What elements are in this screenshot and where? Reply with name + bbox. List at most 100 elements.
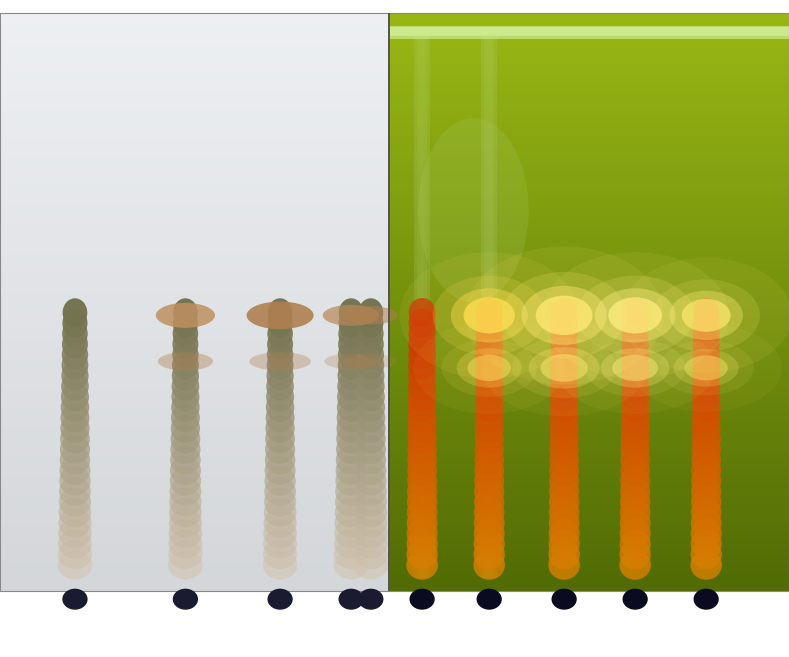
Bar: [0, 466, 389, 476]
Bar: [389, 555, 789, 562]
Ellipse shape: [576, 276, 694, 355]
Ellipse shape: [413, 322, 565, 414]
Bar: [389, 497, 789, 505]
Ellipse shape: [548, 551, 580, 579]
Ellipse shape: [548, 530, 580, 558]
Ellipse shape: [540, 354, 588, 382]
Ellipse shape: [619, 530, 651, 558]
Bar: [0, 52, 389, 61]
Bar: [389, 317, 789, 324]
Ellipse shape: [550, 403, 578, 432]
Bar: [0, 486, 389, 495]
Bar: [0, 187, 389, 196]
Ellipse shape: [622, 319, 649, 348]
Ellipse shape: [692, 382, 720, 411]
Bar: [0, 196, 389, 206]
Ellipse shape: [473, 519, 505, 548]
Ellipse shape: [246, 302, 313, 329]
Circle shape: [358, 589, 383, 610]
Ellipse shape: [473, 540, 505, 569]
Ellipse shape: [263, 551, 297, 579]
Ellipse shape: [337, 382, 365, 411]
Ellipse shape: [335, 477, 367, 506]
Ellipse shape: [475, 414, 503, 443]
Bar: [0, 13, 789, 591]
Bar: [0, 360, 389, 370]
Bar: [0, 283, 389, 292]
Bar: [0, 206, 389, 215]
Ellipse shape: [549, 466, 579, 495]
Ellipse shape: [658, 340, 753, 396]
Ellipse shape: [474, 445, 504, 474]
Bar: [389, 35, 789, 42]
Ellipse shape: [354, 509, 387, 537]
Ellipse shape: [171, 403, 200, 432]
Bar: [0, 292, 389, 302]
Ellipse shape: [407, 435, 437, 464]
Bar: [389, 165, 789, 172]
Bar: [389, 418, 789, 425]
Bar: [0, 428, 389, 437]
Bar: [389, 288, 789, 295]
Ellipse shape: [169, 519, 202, 548]
Bar: [389, 295, 789, 302]
Ellipse shape: [550, 414, 578, 443]
Ellipse shape: [475, 340, 503, 369]
Ellipse shape: [555, 322, 715, 414]
Ellipse shape: [266, 372, 294, 401]
Ellipse shape: [62, 298, 88, 327]
Ellipse shape: [550, 340, 578, 369]
Ellipse shape: [474, 466, 504, 495]
Ellipse shape: [408, 351, 436, 380]
Bar: [389, 172, 789, 179]
Ellipse shape: [335, 509, 368, 537]
Ellipse shape: [473, 509, 505, 537]
Bar: [0, 524, 389, 533]
Ellipse shape: [155, 303, 215, 328]
Bar: [389, 129, 789, 136]
Ellipse shape: [481, 320, 647, 417]
Bar: [389, 447, 789, 454]
Ellipse shape: [264, 498, 297, 527]
Bar: [389, 28, 789, 35]
Ellipse shape: [550, 351, 578, 380]
Ellipse shape: [323, 305, 380, 326]
Ellipse shape: [338, 309, 364, 338]
Bar: [389, 389, 789, 396]
Bar: [0, 581, 389, 591]
Ellipse shape: [358, 298, 383, 327]
Ellipse shape: [619, 509, 651, 537]
Ellipse shape: [674, 350, 739, 386]
Ellipse shape: [337, 372, 365, 401]
Ellipse shape: [549, 435, 579, 464]
Ellipse shape: [338, 330, 364, 359]
Bar: [0, 312, 389, 321]
Ellipse shape: [338, 361, 365, 390]
Ellipse shape: [551, 309, 578, 338]
Ellipse shape: [265, 414, 295, 443]
Bar: [389, 483, 789, 490]
Ellipse shape: [58, 530, 92, 558]
Ellipse shape: [170, 487, 201, 516]
Ellipse shape: [457, 348, 522, 388]
Bar: [0, 379, 389, 389]
Bar: [0, 148, 389, 158]
Circle shape: [173, 589, 198, 610]
Ellipse shape: [337, 403, 365, 432]
Ellipse shape: [60, 424, 90, 453]
Ellipse shape: [691, 424, 721, 453]
Bar: [389, 454, 789, 461]
Ellipse shape: [690, 540, 722, 569]
Ellipse shape: [601, 348, 669, 388]
Ellipse shape: [334, 540, 368, 569]
Ellipse shape: [335, 466, 367, 495]
Ellipse shape: [620, 477, 650, 506]
Ellipse shape: [407, 498, 437, 527]
Bar: [0, 437, 389, 447]
Bar: [0, 350, 389, 360]
Ellipse shape: [357, 382, 385, 411]
Ellipse shape: [474, 435, 504, 464]
Ellipse shape: [549, 477, 579, 506]
Bar: [389, 100, 789, 107]
Ellipse shape: [622, 330, 649, 359]
